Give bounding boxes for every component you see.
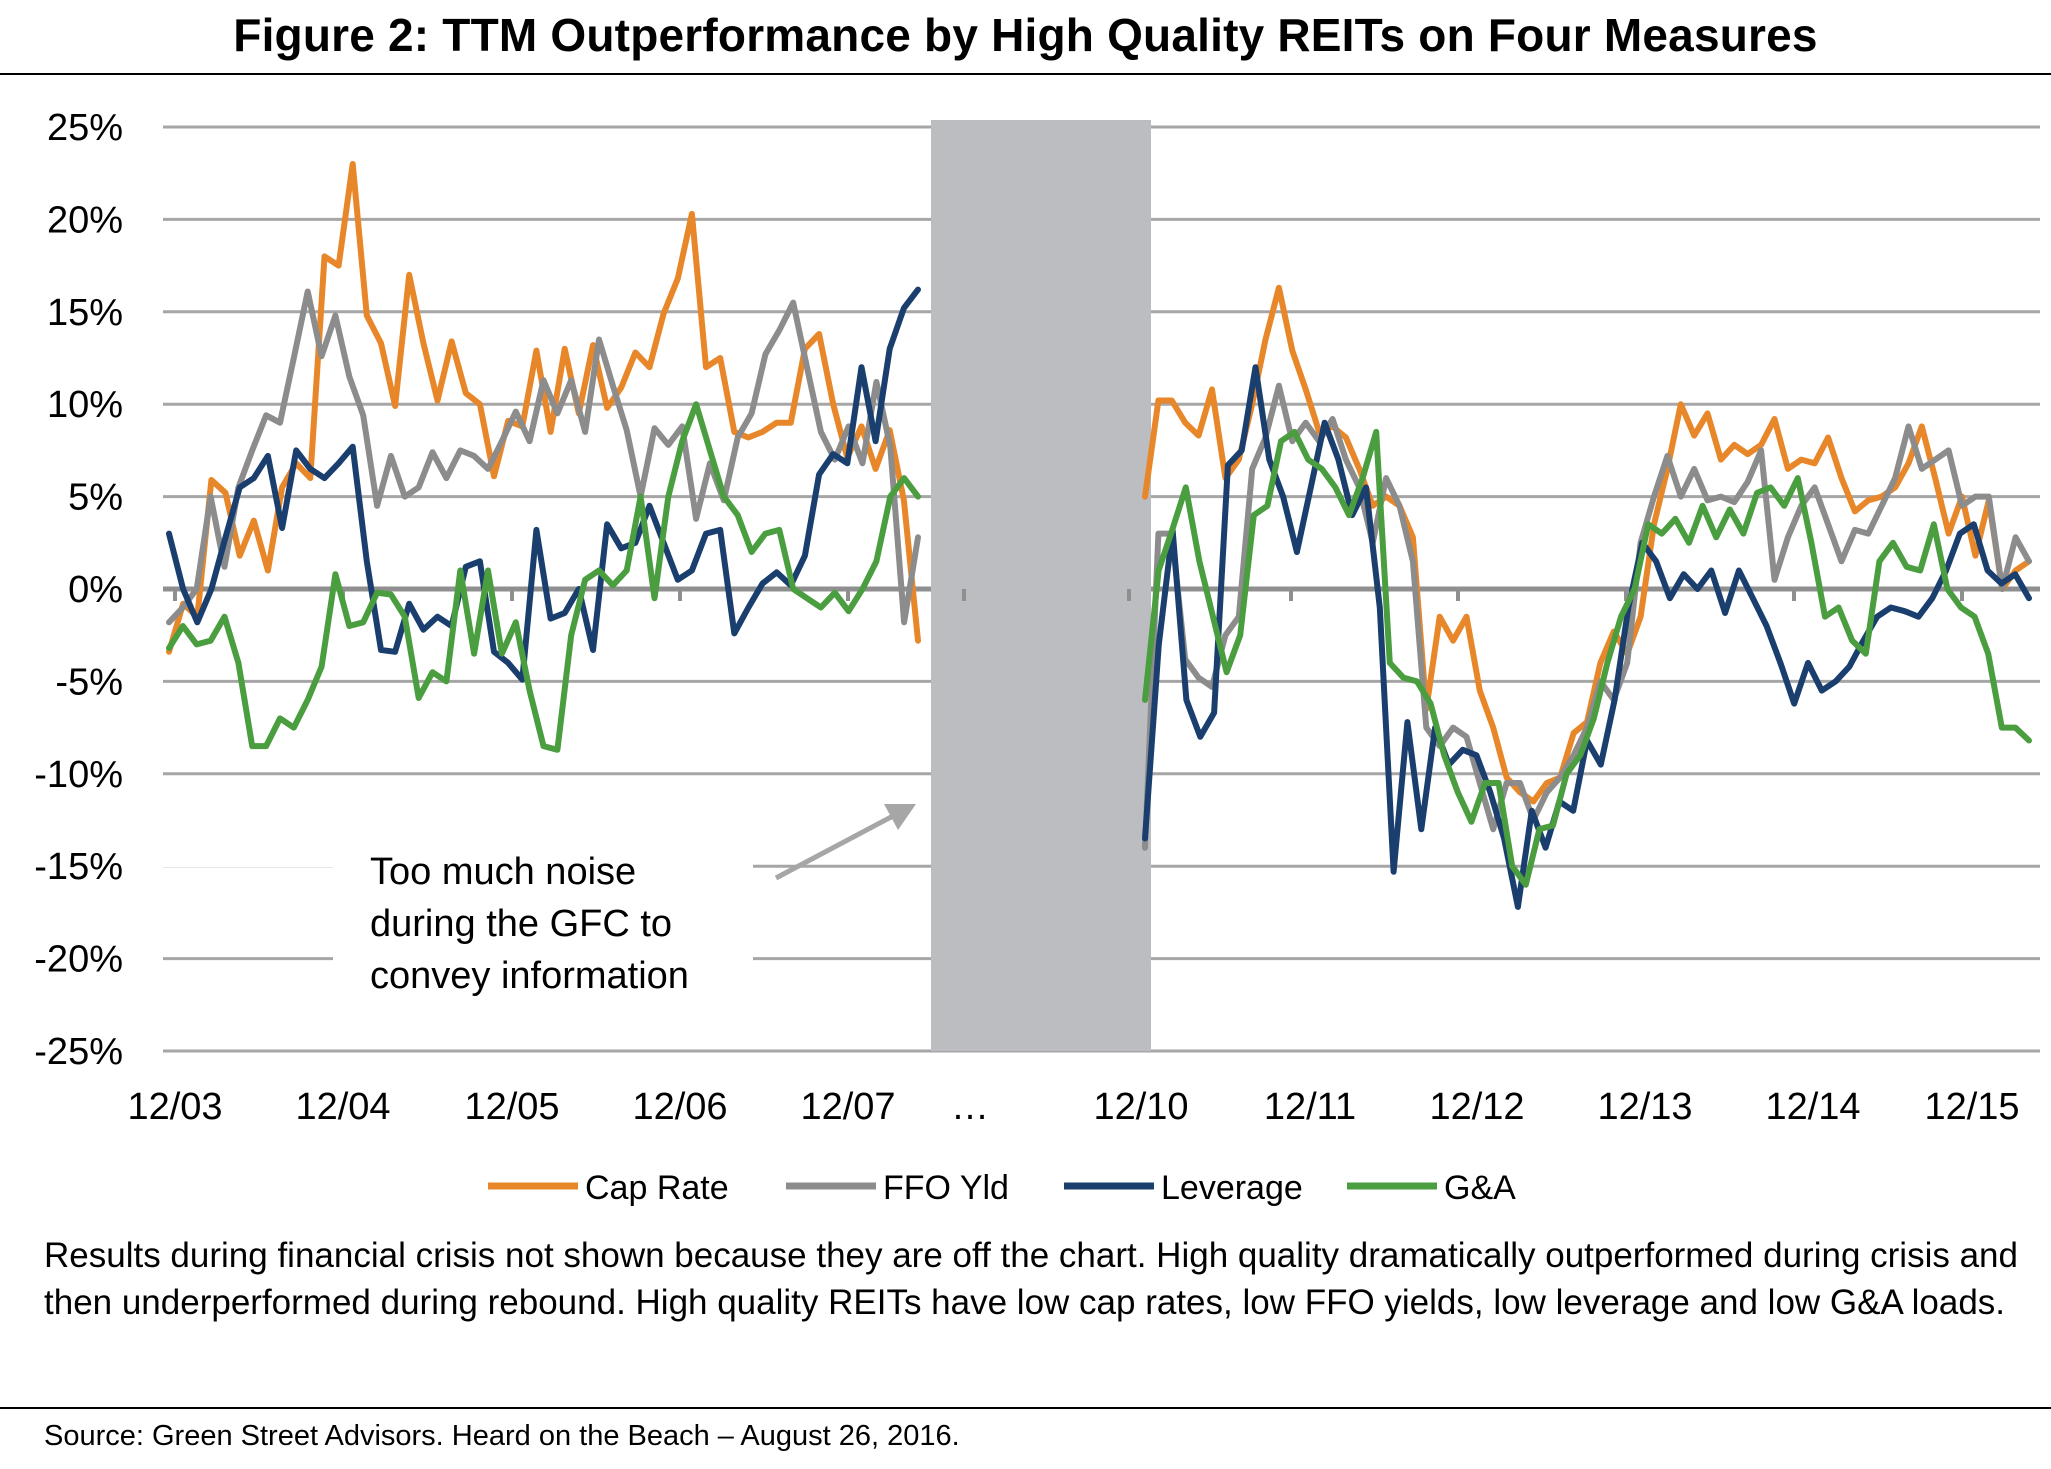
y-tick-label: -15%	[34, 846, 123, 888]
x-tick-label: 12/12	[1429, 1086, 1524, 1128]
x-tick-label: 12/03	[127, 1086, 222, 1128]
x-axis: 12/03 12/04 12/05 12/06 12/07 … 12/10 12/11 12/1…	[127, 589, 2020, 1128]
annotation-line: during the GFC to	[370, 903, 672, 945]
annotation-backdrop	[333, 840, 753, 1010]
title-top-rule	[0, 73, 2051, 75]
annotation-line: convey information	[370, 955, 689, 997]
source-top-rule	[0, 1407, 2051, 1409]
legend-label-leverage: Leverage	[1161, 1169, 1303, 1207]
annotation-line: Too much noise	[370, 851, 636, 893]
legend: Cap Rate FFO Yld Leverage G&A	[488, 1169, 1516, 1207]
gfc-annotation: Too much noise during the GFC to convey in…	[163, 804, 916, 1010]
legend-label-cap-rate: Cap Rate	[585, 1169, 729, 1207]
y-tick-label: 10%	[47, 384, 123, 426]
annotation-arrow-head	[884, 804, 916, 830]
y-tick-label: -20%	[34, 939, 123, 981]
y-tick-label: 15%	[47, 292, 123, 334]
x-tick-label: 12/13	[1597, 1086, 1692, 1128]
y-tick-label: 20%	[47, 199, 123, 241]
x-tick-label: 12/07	[800, 1086, 895, 1128]
figure-caption: Results during financial crisis not show…	[44, 1236, 2018, 1322]
x-tick-label: 12/14	[1765, 1086, 1860, 1128]
y-tick-label: -10%	[34, 754, 123, 796]
legend-label-g-a: G&A	[1444, 1169, 1516, 1207]
source-note: Source: Green Street Advisors. Heard on …	[44, 1420, 960, 1452]
x-tick-label: 12/15	[1924, 1086, 2019, 1128]
y-tick-label: 0%	[68, 569, 123, 611]
x-tick-label: 12/05	[464, 1086, 559, 1128]
series-line-ffo-yld-post	[1142, 382, 2032, 851]
gfc-shaded-region	[931, 120, 1151, 1051]
x-tick-label: …	[951, 1086, 989, 1128]
x-tick-label: 12/04	[295, 1086, 390, 1128]
y-tick-label: 5%	[68, 477, 123, 519]
gfc-gap	[931, 120, 1151, 1051]
series-lines	[166, 161, 2032, 910]
x-tick-label: 12/10	[1093, 1086, 1188, 1128]
y-axis: 25% 20% 15% 10% 5% 0% -5% -10% -15% -20% -25%	[34, 107, 123, 1073]
y-tick-label: 25%	[47, 107, 123, 149]
series-line-g-a-pre	[166, 401, 921, 753]
figure-title: Figure 2: TTM Outperformance by High Qua…	[233, 9, 1818, 61]
legend-label-ffo-yld: FFO Yld	[883, 1169, 1009, 1207]
y-tick-label: -5%	[55, 661, 123, 703]
series-line-ffo-yld-pre	[166, 288, 921, 626]
series-line-g-a-post	[1142, 428, 2032, 888]
annotation-arrow-shaft	[774, 813, 895, 881]
x-tick-label: 12/11	[1264, 1086, 1356, 1128]
x-tick-label: 12/06	[632, 1086, 727, 1128]
y-tick-label: -25%	[34, 1031, 123, 1073]
